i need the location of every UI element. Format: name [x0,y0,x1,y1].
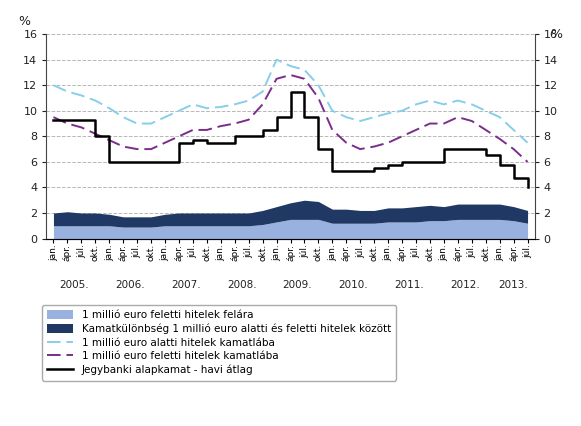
Legend: 1 millió euro feletti hitelek felára, Kamatkülönbség 1 millió euro alatti és fel: 1 millió euro feletti hitelek felára, Ka… [42,305,396,380]
Text: 2009.: 2009. [283,280,312,290]
Text: 2005.: 2005. [60,280,89,290]
Text: 2013.: 2013. [498,280,529,290]
Text: 2008.: 2008. [227,280,256,290]
Y-axis label: %: % [550,28,562,41]
Text: 2012.: 2012. [450,280,480,290]
Text: 2007.: 2007. [171,280,200,290]
Text: 2006.: 2006. [116,280,145,290]
Text: 2011.: 2011. [394,280,424,290]
Y-axis label: %: % [19,15,31,28]
Text: 2010.: 2010. [339,280,368,290]
